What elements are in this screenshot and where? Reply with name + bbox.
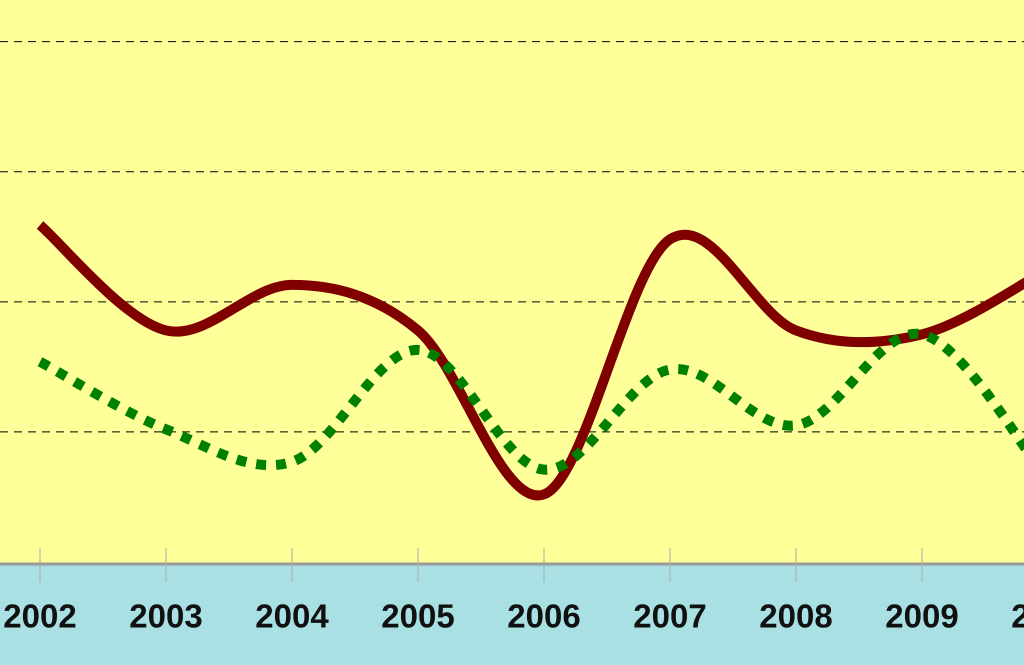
axis-band <box>0 563 1024 665</box>
line-series <box>37 328 1024 475</box>
x-tick-label: 2010 <box>1011 598 1024 635</box>
x-tick-label: 2009 <box>885 598 958 635</box>
x-tick-label: 2006 <box>507 598 580 635</box>
x-tick-label: 2004 <box>255 598 329 635</box>
line-series <box>36 221 1024 501</box>
x-tick-label: 2008 <box>759 598 832 635</box>
x-tick-label: 2003 <box>129 598 202 635</box>
x-tick-label: 2005 <box>381 598 454 635</box>
x-tick-label: 2002 <box>3 598 76 635</box>
x-tick-label: 2007 <box>633 598 706 635</box>
plot-area <box>0 0 1024 563</box>
